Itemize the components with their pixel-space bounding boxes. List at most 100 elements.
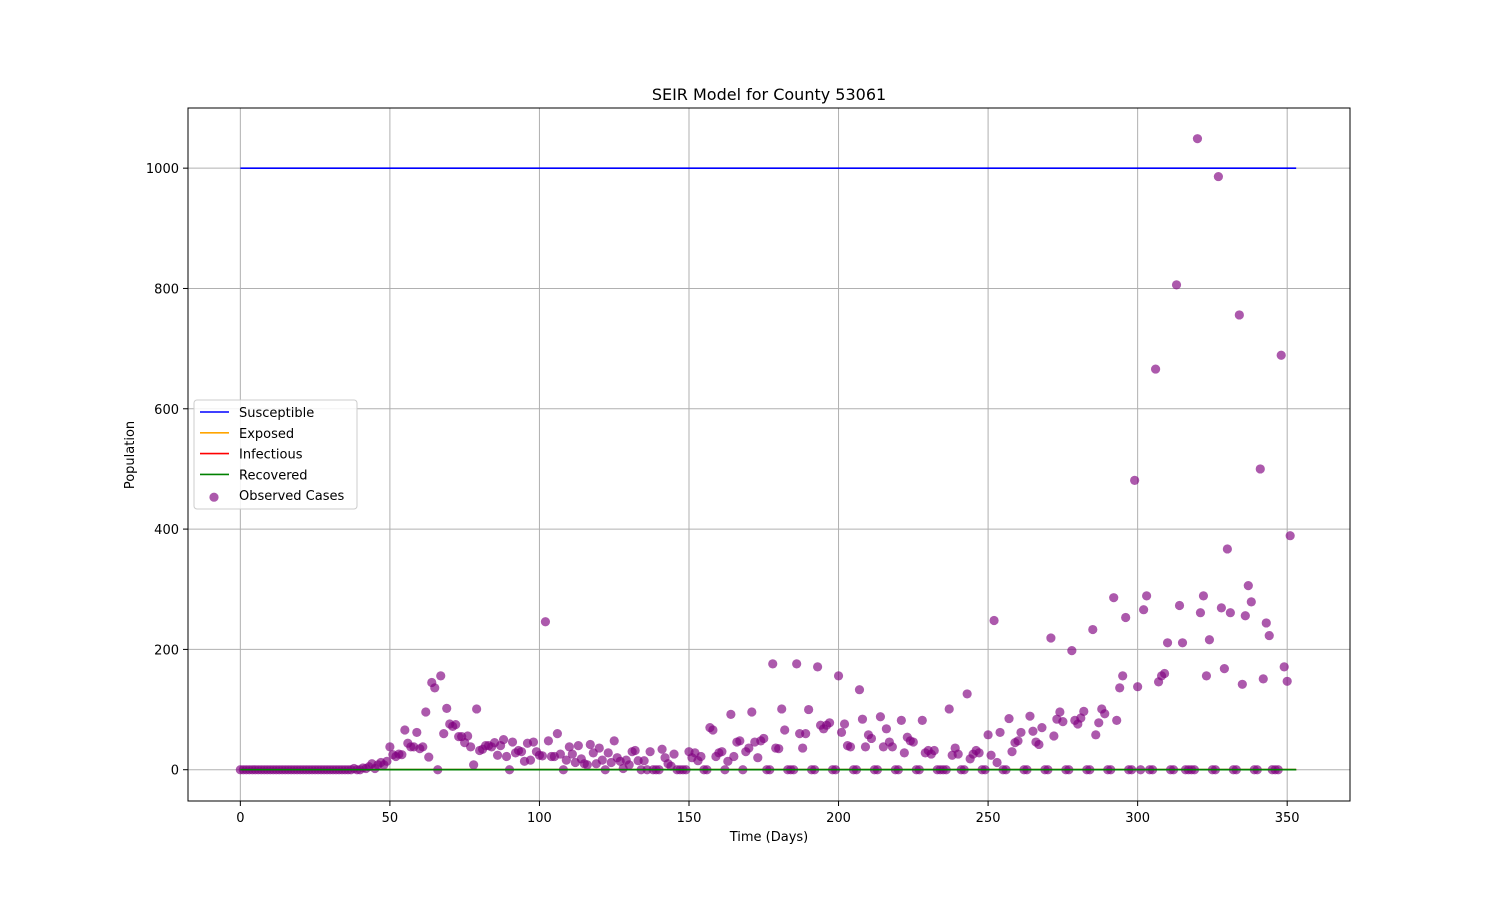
observed-case-point [442, 703, 452, 713]
observed-case-point [1118, 671, 1128, 681]
observed-case-point [1004, 713, 1014, 724]
observed-case-point [561, 755, 571, 765]
observed-case-point [528, 737, 539, 747]
y-axis-ticks: 0 200 400 600 800 1000 [146, 162, 188, 779]
observed-case-point [1201, 671, 1212, 681]
observed-case-point [540, 617, 551, 627]
observed-case-point [813, 662, 823, 672]
observed-case-point [1094, 718, 1104, 728]
observed-case-point [801, 729, 811, 739]
observed-case-point [908, 737, 918, 747]
observed-case-point [594, 743, 604, 753]
plot-area-frame [187, 107, 1351, 802]
observed-case-point [412, 727, 422, 738]
observed-case-point [516, 747, 527, 757]
observed-case-point [974, 748, 984, 758]
observed-case-point [792, 659, 802, 669]
observed-case-point [1150, 364, 1161, 374]
observed-case-point [585, 739, 595, 750]
observed-case-point [1037, 723, 1047, 733]
observed-case-point [1195, 608, 1206, 618]
observed-case-point [798, 743, 808, 753]
observed-case-point [995, 727, 1005, 738]
grid-lines [188, 108, 1350, 801]
observed-case-point [1234, 310, 1244, 320]
observed-case-point [992, 757, 1002, 768]
observed-case-point [430, 683, 440, 693]
observed-case-point [860, 742, 871, 752]
observed-case-point [1058, 716, 1068, 727]
observed-case-point [645, 747, 655, 757]
observed-case-point [845, 742, 856, 752]
observed-case-point [567, 749, 577, 759]
observed-case-point [382, 756, 392, 766]
observed-case-point [552, 729, 562, 739]
observed-case-point [983, 730, 993, 740]
observed-case-point [1243, 581, 1253, 591]
observed-case-point [1013, 736, 1023, 746]
observed-case-point [397, 750, 407, 760]
observed-case-point [696, 751, 706, 762]
observed-case-point [887, 742, 897, 752]
observed-case-point [1255, 464, 1265, 474]
observed-case-point [1237, 679, 1247, 689]
y-tick-label: 600 [154, 403, 179, 418]
observed-case-point [986, 750, 996, 760]
observed-case-point [1133, 682, 1143, 692]
observed-case-point [469, 760, 479, 770]
observed-case-point [537, 751, 548, 761]
x-tick-label: 200 [826, 811, 851, 826]
observed-case-point [953, 749, 963, 759]
observed-case-point [1204, 635, 1215, 645]
legend-label-observed-cases: Observed Cases [239, 489, 344, 504]
observed-case-point [1282, 676, 1292, 686]
observed-case-point [669, 749, 679, 759]
observed-case-point [839, 719, 850, 729]
observed-case-point [573, 741, 583, 751]
observed-case-point [492, 750, 503, 760]
observed-case-point [729, 751, 739, 762]
legend-swatch-observed-cases [209, 492, 219, 502]
observed-case-point [753, 753, 763, 763]
x-axis-ticks: 0 50 100 150 200 250 300 350 [236, 801, 1300, 826]
observed-case-point [451, 720, 461, 730]
legend-label-infectious: Infectious [239, 448, 303, 463]
observed-case-point [1219, 664, 1229, 674]
observed-case-point [1016, 727, 1026, 738]
observed-case-point [1159, 668, 1170, 679]
observed-case-point [436, 671, 446, 681]
observed-case-point [1025, 711, 1035, 721]
observed-case-point [1276, 350, 1286, 360]
observed-case-point [1079, 706, 1089, 716]
observed-case-point [525, 755, 536, 765]
observed-case-point [1091, 730, 1101, 740]
legend-label-exposed: Exposed [239, 427, 294, 442]
observed-case-point [603, 748, 613, 758]
y-tick-label: 800 [154, 282, 179, 297]
observed-case-point [1130, 475, 1140, 485]
observed-case-point [564, 742, 574, 752]
observed-case-point [582, 760, 592, 770]
observed-case-point [1240, 611, 1250, 621]
observed-case-point [777, 704, 787, 714]
observed-case-point [836, 727, 847, 738]
legend-box [193, 399, 358, 510]
observed-case-point [1261, 618, 1271, 628]
y-tick-label: 200 [154, 643, 179, 658]
observed-case-point [917, 715, 927, 725]
y-axis-label: Population [123, 421, 138, 489]
observed-case-point [962, 689, 972, 699]
x-tick-label: 250 [976, 811, 1001, 826]
observed-case-point [1139, 605, 1149, 615]
observed-case-point [881, 724, 891, 734]
x-tick-label: 100 [527, 811, 552, 826]
observed-case-point [1067, 646, 1077, 656]
x-tick-label: 350 [1275, 811, 1300, 826]
observed-case-point [726, 709, 736, 719]
observed-case-point [421, 707, 431, 717]
x-tick-label: 50 [382, 811, 399, 826]
observed-case-point [1285, 531, 1295, 541]
observed-case-point [555, 749, 565, 759]
legend: Susceptible Exposed Infectious Recovered Obs… [193, 399, 358, 510]
